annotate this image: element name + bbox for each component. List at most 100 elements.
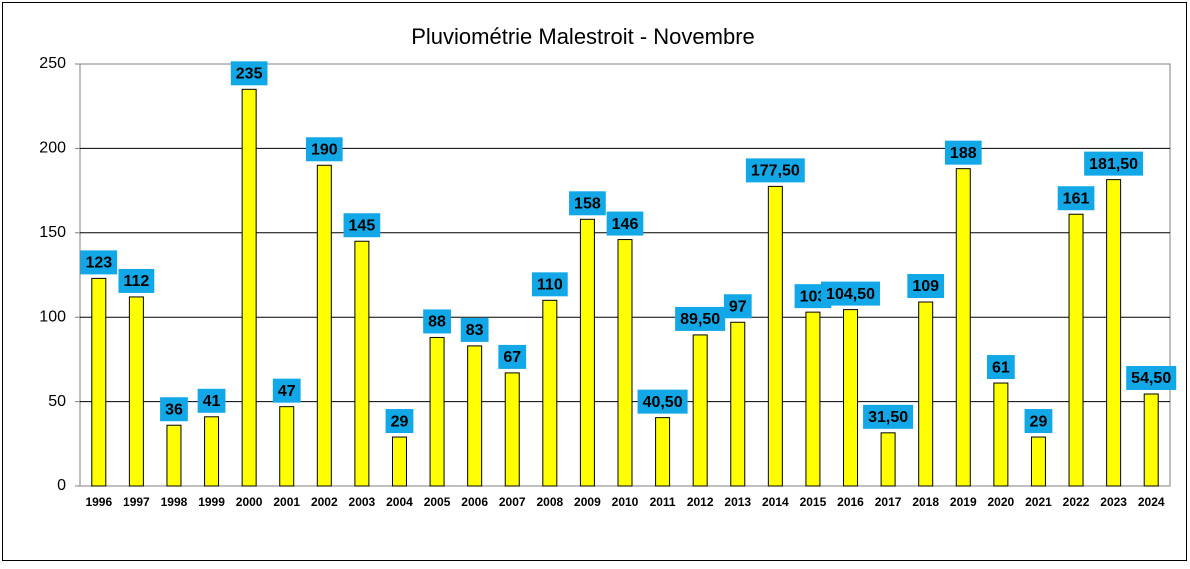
data-label: 103 [800, 288, 827, 305]
data-label-box [723, 294, 752, 319]
data-label-box [343, 213, 381, 238]
data-label-box [944, 140, 982, 165]
data-label-box [637, 389, 688, 414]
y-tick-label: 150 [39, 224, 66, 241]
data-label-box [197, 388, 226, 413]
data-label: 31,50 [868, 409, 908, 426]
bar [204, 416, 220, 487]
data-label-box [863, 404, 914, 429]
data-label: 54,50 [1131, 370, 1171, 387]
x-tick-label: 2012 [687, 495, 714, 509]
x-tick-label: 2017 [875, 495, 902, 509]
bar [542, 299, 558, 487]
data-label-box [1024, 409, 1053, 434]
x-tick-label: 2006 [461, 495, 488, 509]
data-label: 109 [912, 278, 939, 295]
bar [128, 296, 144, 487]
data-label-box [160, 397, 188, 422]
x-tick-label: 2008 [536, 495, 563, 509]
data-label-box [230, 61, 268, 86]
bar [241, 88, 257, 487]
x-tick-label: 2005 [424, 495, 451, 509]
y-tick-label: 50 [48, 393, 66, 410]
bar [91, 277, 107, 487]
bar [279, 406, 295, 487]
x-tick-label: 2019 [950, 495, 977, 509]
data-label-box [1126, 366, 1177, 391]
data-label: 40,50 [643, 394, 683, 411]
x-tick-label: 2000 [236, 495, 263, 509]
bar [955, 168, 971, 487]
bar [692, 334, 708, 487]
x-tick-label: 2010 [612, 495, 639, 509]
bar [993, 382, 1009, 487]
bar [918, 301, 934, 487]
x-tick-label: 2023 [1100, 495, 1127, 509]
data-label: 67 [503, 349, 521, 366]
data-label-box [423, 309, 451, 334]
bar [1068, 213, 1084, 487]
data-label: 158 [574, 196, 601, 213]
bar [1143, 393, 1159, 487]
x-tick-label: 2003 [349, 495, 376, 509]
data-label-box [80, 250, 118, 275]
data-label-box [118, 268, 155, 293]
data-label-box [272, 378, 301, 403]
bar [880, 432, 896, 487]
data-label: 104,50 [826, 286, 875, 303]
data-label: 188 [950, 145, 977, 162]
bar [843, 309, 859, 487]
y-tick-label: 0 [57, 477, 66, 494]
data-label-box [1057, 186, 1095, 211]
data-label-box [675, 306, 726, 331]
data-label: 161 [1063, 190, 1090, 207]
data-label-box [1084, 151, 1144, 176]
bar [467, 345, 483, 487]
x-tick-label: 2013 [724, 495, 751, 509]
bar [429, 336, 445, 487]
x-tick-label: 2014 [762, 495, 789, 509]
data-label: 29 [391, 413, 409, 430]
data-label: 110 [537, 277, 563, 294]
bar [391, 436, 407, 487]
data-label-box [745, 158, 805, 183]
bar [730, 321, 746, 487]
data-label-box [821, 281, 880, 306]
data-label-box [606, 211, 644, 236]
data-label: 112 [123, 273, 149, 290]
bar [1106, 179, 1122, 487]
data-label-box [531, 272, 568, 297]
data-label: 123 [85, 255, 112, 272]
bar [354, 240, 370, 487]
x-tick-label: 2015 [800, 495, 827, 509]
bar [655, 417, 671, 487]
x-tick-label: 2016 [837, 495, 864, 509]
y-tick-label: 200 [39, 140, 66, 157]
data-label: 181,50 [1089, 156, 1138, 173]
x-tick-label: 2002 [311, 495, 338, 509]
data-label-box [460, 317, 489, 342]
bar [617, 239, 633, 487]
data-label-box [305, 137, 343, 162]
data-label: 146 [612, 216, 639, 233]
data-label-box [569, 191, 606, 216]
data-label: 235 [236, 66, 263, 83]
data-label-box [385, 409, 414, 434]
bar [504, 372, 520, 487]
data-label: 47 [278, 383, 296, 400]
x-tick-label: 2011 [650, 495, 676, 509]
data-label: 177,50 [751, 163, 800, 180]
bar [1030, 436, 1046, 487]
x-tick-label: 1996 [85, 495, 112, 509]
y-tick-label: 250 [39, 55, 66, 72]
x-tick-label: 2001 [273, 495, 300, 509]
bar [166, 424, 182, 487]
data-label: 83 [466, 322, 484, 339]
data-label-box [907, 274, 945, 299]
data-label: 89,50 [680, 311, 720, 328]
bar [316, 164, 332, 487]
bar [767, 185, 783, 487]
x-tick-label: 1998 [161, 495, 188, 509]
data-label: 36 [165, 401, 183, 418]
